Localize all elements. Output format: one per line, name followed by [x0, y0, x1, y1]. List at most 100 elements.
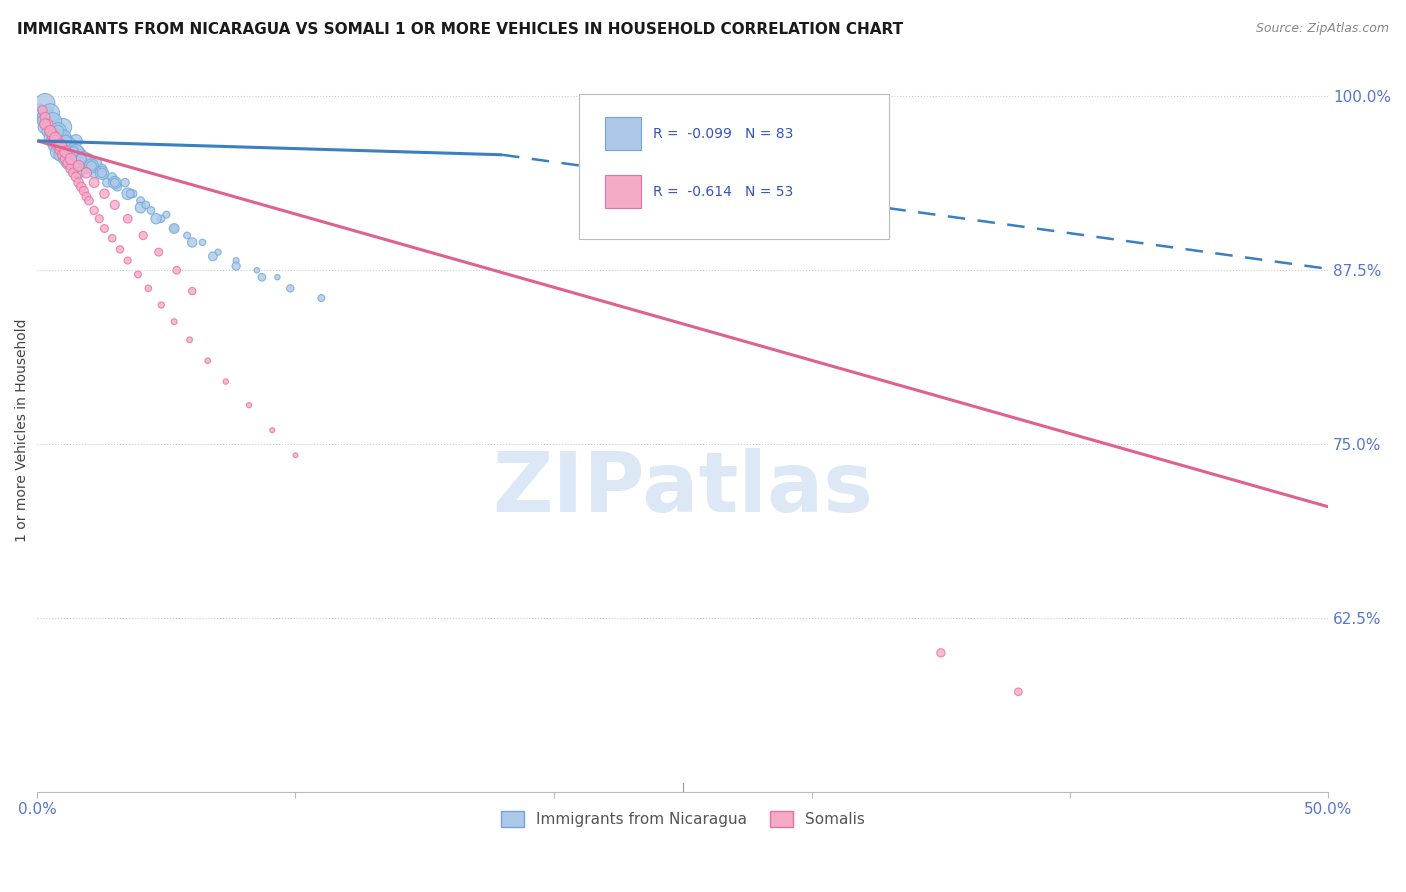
Point	[278, 281, 301, 295]
Point	[46, 145, 69, 159]
Point	[104, 176, 127, 190]
Text: ZIPatlas: ZIPatlas	[492, 448, 873, 529]
Point	[77, 152, 100, 166]
Point	[37, 117, 59, 131]
Point	[55, 152, 77, 166]
Point	[67, 145, 90, 159]
Point	[181, 235, 204, 250]
Point	[46, 124, 69, 138]
Y-axis label: 1 or more Vehicles in Household: 1 or more Vehicles in Household	[15, 318, 30, 542]
FancyBboxPatch shape	[579, 94, 889, 238]
Point	[120, 186, 142, 201]
Point	[55, 152, 77, 166]
Point	[101, 231, 124, 245]
Point	[129, 201, 152, 215]
Point	[150, 211, 173, 226]
Point	[37, 124, 59, 138]
Point	[44, 134, 66, 148]
Point	[49, 131, 72, 145]
Point	[31, 110, 53, 124]
Point	[46, 124, 69, 138]
Point	[58, 138, 80, 153]
Point	[34, 114, 56, 128]
Point	[104, 176, 127, 190]
Point	[266, 270, 288, 285]
Point	[55, 145, 77, 159]
Point	[59, 152, 82, 166]
Point	[34, 120, 56, 134]
Point	[163, 221, 186, 235]
Point	[90, 166, 112, 180]
Point	[55, 134, 77, 148]
Point	[145, 211, 167, 226]
Point	[44, 121, 66, 136]
Point	[59, 145, 82, 159]
Point	[83, 166, 105, 180]
Point	[75, 189, 97, 203]
Point	[65, 145, 87, 159]
Point	[75, 166, 97, 180]
Point	[58, 156, 80, 170]
Point	[42, 114, 65, 128]
Point	[139, 203, 162, 218]
Text: IMMIGRANTS FROM NICARAGUA VS SOMALI 1 OR MORE VEHICLES IN HOUSEHOLD CORRELATION : IMMIGRANTS FROM NICARAGUA VS SOMALI 1 OR…	[17, 22, 903, 37]
Point	[67, 166, 90, 180]
Bar	[606, 118, 641, 150]
Point	[90, 161, 112, 176]
Point	[46, 124, 69, 138]
Point	[62, 145, 84, 159]
Point	[80, 159, 103, 173]
Point	[75, 161, 97, 176]
Point	[138, 281, 160, 295]
Point	[62, 166, 84, 180]
Point	[59, 142, 82, 156]
Point	[65, 134, 87, 148]
Point	[49, 148, 72, 162]
Point	[163, 221, 186, 235]
Point	[86, 156, 108, 170]
Point	[34, 96, 56, 111]
Point	[129, 194, 152, 208]
Point	[90, 166, 112, 180]
Point	[163, 315, 186, 329]
Point	[238, 398, 260, 412]
Point	[39, 106, 62, 120]
Point	[70, 148, 93, 162]
Point	[44, 138, 66, 153]
Point	[39, 124, 62, 138]
Point	[117, 186, 139, 201]
Point	[176, 228, 198, 243]
Point	[70, 152, 93, 166]
Point	[150, 298, 173, 312]
Point	[105, 179, 128, 194]
Point	[197, 353, 219, 368]
Bar	[606, 175, 641, 208]
Point	[250, 270, 273, 285]
Point	[127, 268, 149, 282]
Point	[67, 159, 90, 173]
Point	[46, 138, 69, 153]
Point	[311, 291, 333, 305]
Point	[121, 186, 143, 201]
Point	[93, 221, 115, 235]
Point	[67, 176, 90, 190]
Point	[73, 184, 96, 198]
Point	[55, 134, 77, 148]
Point	[117, 253, 139, 268]
Point	[34, 110, 56, 124]
Point	[80, 159, 103, 173]
Point	[246, 263, 269, 277]
Point	[49, 142, 72, 156]
Point	[114, 176, 136, 190]
Point	[39, 113, 62, 128]
Point	[1007, 685, 1029, 699]
Point	[101, 169, 124, 184]
Point	[42, 134, 65, 148]
Point	[225, 253, 247, 268]
Point	[39, 131, 62, 145]
Point	[215, 375, 238, 389]
Point	[52, 148, 75, 162]
Point	[191, 235, 214, 250]
Point	[83, 176, 105, 190]
Point	[929, 646, 952, 660]
